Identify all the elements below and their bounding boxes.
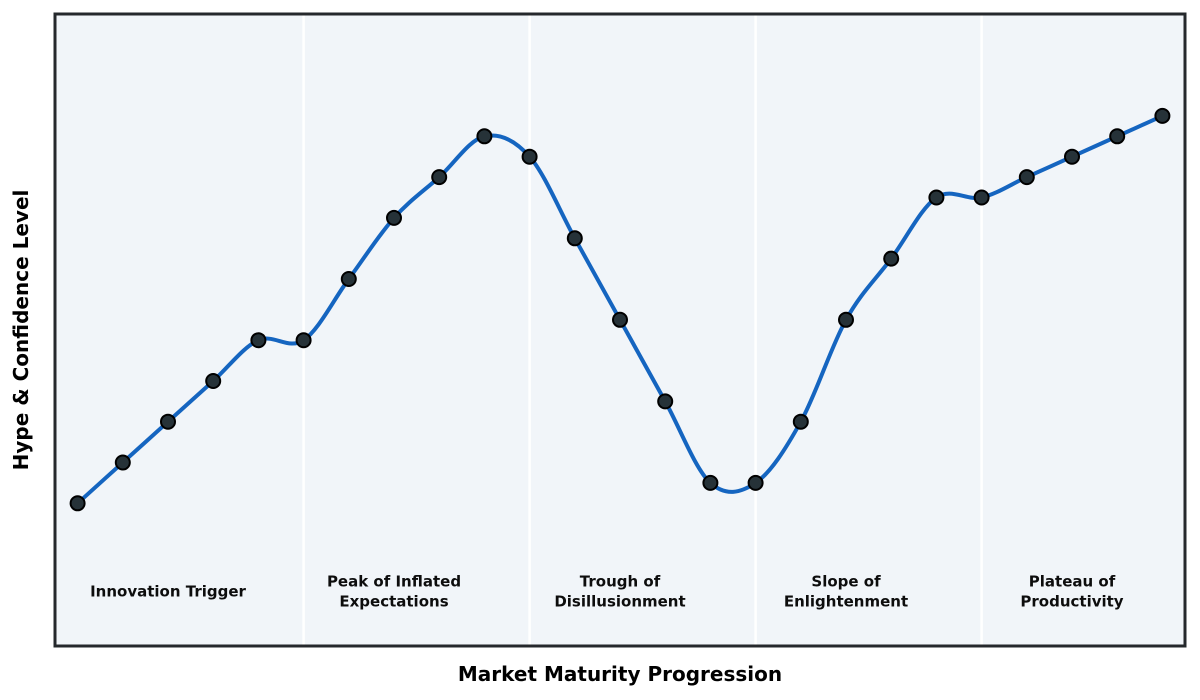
phase-label-trough-of-disillusionment: Trough of Disillusionment (554, 572, 686, 611)
data-point-10 (521, 148, 538, 165)
data-point-15 (747, 474, 764, 491)
data-point-16 (792, 413, 809, 430)
phase-label-slope-of-enlightenment: Slope of Enlightenment (783, 572, 909, 611)
data-point-2 (160, 413, 176, 430)
phase-label-peak-of-inflated-expectations: Peak of Inflated Expectations (326, 572, 462, 611)
plot-border (53, 12, 1187, 648)
data-point-1 (114, 454, 131, 471)
x-axis-label: Market Maturity Progression (457, 662, 783, 686)
phase-label-innovation-trigger: Innovation Trigger (90, 582, 246, 601)
data-point-4 (250, 332, 267, 349)
phase-label-plateau-of-productivity: Plateau of Productivity (1020, 572, 1124, 611)
data-point-6 (340, 271, 357, 287)
data-point-22 (1064, 148, 1080, 165)
data-point-11 (566, 230, 583, 247)
data-point-19 (928, 189, 945, 206)
data-point-20 (973, 189, 990, 206)
data-point-14 (702, 474, 719, 491)
data-point-7 (386, 209, 402, 226)
data-point-21 (1018, 169, 1035, 186)
data-point-17 (838, 311, 854, 328)
data-point-24 (1154, 107, 1171, 124)
data-point-13 (657, 393, 674, 410)
data-point-5 (295, 332, 312, 349)
data-point-9 (476, 128, 493, 145)
y-axis-label: Hype & Confidence Level (9, 189, 33, 471)
plot-background (55, 14, 1185, 646)
data-point-18 (883, 250, 900, 267)
hype-curve (75, 113, 1165, 506)
data-point-12 (612, 311, 628, 328)
data-point-3 (205, 373, 222, 389)
data-point-0 (69, 495, 86, 512)
data-point-8 (431, 169, 448, 186)
data-point-23 (1109, 128, 1126, 145)
